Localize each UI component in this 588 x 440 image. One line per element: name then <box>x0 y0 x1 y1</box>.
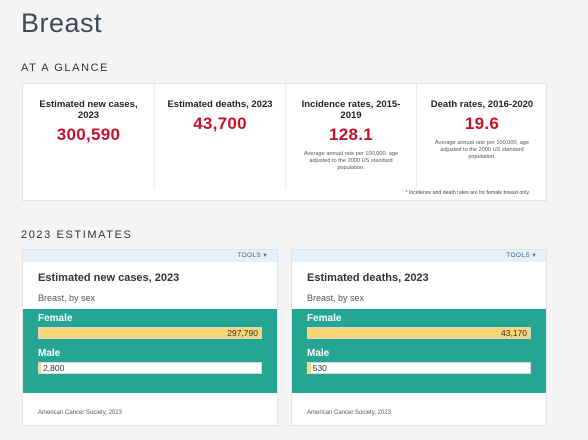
at-a-glance-heading: AT A GLANCE <box>21 62 110 74</box>
stat-value: 19.6 <box>464 114 500 133</box>
stat-label: Incidence rates, 2015-2019 <box>301 99 401 121</box>
stat-label: Death rates, 2016-2020 <box>430 99 534 110</box>
tools-menu-button[interactable]: TOOLS ▾ <box>292 250 546 262</box>
stat-label: Estimated new cases, 2023 <box>39 99 138 121</box>
bar-value-female: 43,170 <box>501 328 527 338</box>
deaths-bar-chart: Female 43,170 Male 530 <box>292 309 546 393</box>
bar-track-female[interactable]: 297,790 <box>38 327 262 339</box>
category-label-male: Male <box>38 348 61 359</box>
stat-note: Average annual rate per 100,000, age adj… <box>303 151 399 171</box>
category-label-female: Female <box>307 313 342 324</box>
bar-male <box>308 363 311 373</box>
stat-death-rates: Death rates, 2016-2020 19.6 Average annu… <box>416 84 547 188</box>
stat-deaths: Estimated deaths, 2023 43,700 <box>154 84 285 188</box>
rates-footnote: * Incidence and death rates are for fema… <box>405 190 530 196</box>
card-title: Estimated deaths, 2023 <box>307 272 429 284</box>
bar-value-male: 2,800 <box>43 363 65 373</box>
estimates-heading: 2023 ESTIMATES <box>21 229 133 241</box>
bar-value-female: 297,790 <box>227 328 258 338</box>
card-title: Estimated new cases, 2023 <box>38 272 180 284</box>
stat-value: 43,700 <box>193 114 247 133</box>
new-cases-card: TOOLS ▾ Estimated new cases, 2023 Breast… <box>22 249 278 426</box>
category-label-male: Male <box>307 348 330 359</box>
card-subtitle: Breast, by sex <box>307 293 365 303</box>
stat-incidence-rates: Incidence rates, 2015-2019 128.1 Average… <box>285 84 416 188</box>
bar-track-female[interactable]: 43,170 <box>307 327 531 339</box>
page-title: Breast <box>21 8 103 38</box>
tools-menu-button[interactable]: TOOLS ▾ <box>23 250 277 262</box>
stat-value: 128.1 <box>328 125 374 144</box>
bar-male <box>39 363 42 373</box>
at-a-glance-panel: Estimated new cases, 2023 300,590 Estima… <box>22 83 547 201</box>
bar-female <box>308 328 530 338</box>
bar-track-male[interactable]: 2,800 <box>38 362 262 374</box>
category-label-female: Female <box>38 313 73 324</box>
card-source: American Cancer Society, 2023 <box>38 410 122 416</box>
stat-label: Estimated deaths, 2023 <box>167 99 273 110</box>
deaths-card: TOOLS ▾ Estimated deaths, 2023 Breast, b… <box>291 249 547 426</box>
card-subtitle: Breast, by sex <box>38 293 96 303</box>
bar-value-male: 530 <box>312 363 327 373</box>
stat-note: Average annual rate per 100,000, age adj… <box>434 140 530 160</box>
stat-new-cases: Estimated new cases, 2023 300,590 <box>23 84 154 188</box>
bar-female <box>39 328 261 338</box>
stat-value: 300,590 <box>56 125 121 144</box>
new-cases-bar-chart: Female 297,790 Male 2,800 <box>23 309 277 393</box>
card-source: American Cancer Society, 2023 <box>307 410 391 416</box>
bar-track-male[interactable]: 530 <box>307 362 531 374</box>
